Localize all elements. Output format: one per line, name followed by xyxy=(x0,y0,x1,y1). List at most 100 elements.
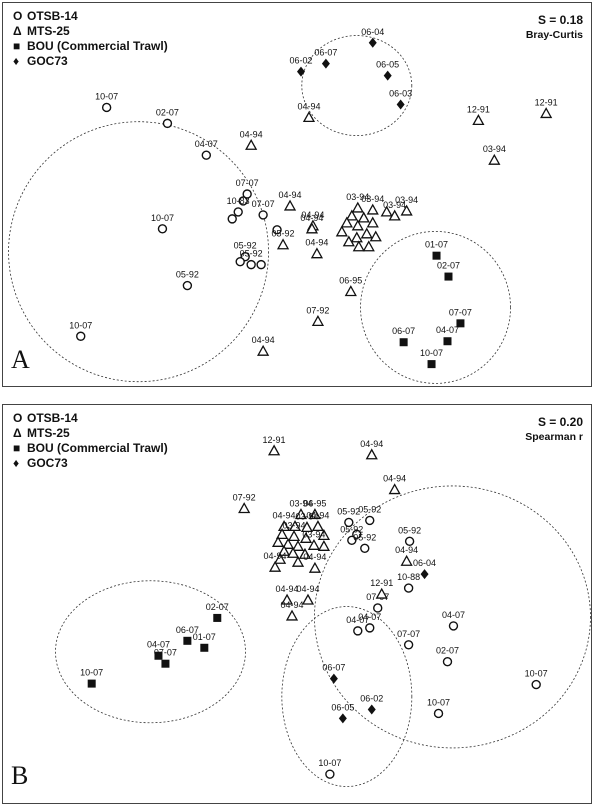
data-point-triangle xyxy=(351,219,364,231)
data-point-square xyxy=(161,659,170,668)
point-label: 06-03 xyxy=(389,88,412,98)
legend-label: OTSB-14 xyxy=(27,411,78,425)
point-label: 07-07 xyxy=(397,629,420,639)
data-point-circle xyxy=(272,225,282,235)
data-point-triangle xyxy=(380,205,393,217)
data-point-circle xyxy=(403,583,414,593)
data-point-triangle xyxy=(345,209,358,221)
data-point-triangle xyxy=(310,247,324,259)
point-label: 10-07 xyxy=(420,348,443,358)
data-point-square xyxy=(183,636,192,645)
point-label: 04-94 xyxy=(279,190,302,200)
point-label: 03-94 xyxy=(282,520,305,530)
data-point-triangle xyxy=(351,201,364,213)
data-point-triangle xyxy=(369,230,382,242)
data-point-square xyxy=(427,360,436,369)
point-label: 04-94 xyxy=(360,439,383,449)
data-point-triangle xyxy=(375,587,388,599)
data-point-triangle xyxy=(335,225,348,237)
data-point-triangle xyxy=(271,535,285,547)
point-label: 04-94 xyxy=(296,584,319,594)
legend-label: MTS-25 xyxy=(27,426,70,440)
data-point-diamond xyxy=(329,673,338,684)
data-point-diamond xyxy=(338,713,347,724)
circle-marker-icon: O xyxy=(13,411,23,425)
point-label: 07-92 xyxy=(306,305,329,315)
point-label: 06-95 xyxy=(339,275,362,285)
data-point-triangle xyxy=(400,554,413,566)
data-point-triangle xyxy=(357,211,370,223)
point-label: 05-92 xyxy=(337,506,360,516)
point-label: 03-94 xyxy=(302,529,325,539)
point-label: 07-07 xyxy=(236,178,259,188)
data-point-circle xyxy=(246,259,256,270)
data-point-circle xyxy=(344,517,354,528)
data-point-circle xyxy=(347,535,357,546)
data-point-square xyxy=(399,338,408,347)
data-point-circle xyxy=(238,196,248,206)
data-point-square xyxy=(443,337,452,346)
point-label: 12-91 xyxy=(467,104,490,114)
point-label: 05-92 xyxy=(240,249,263,259)
data-point-triangle xyxy=(285,609,299,621)
stress-info-a: S = 0.18 Bray-Curtis xyxy=(526,13,583,42)
data-point-triangle xyxy=(365,448,378,460)
point-label: 02-07 xyxy=(436,646,459,656)
data-point-triangle xyxy=(472,114,485,126)
data-point-triangle xyxy=(311,520,325,532)
data-point-triangle xyxy=(298,547,312,559)
data-point-triangle xyxy=(362,240,375,252)
data-point-circle xyxy=(157,224,168,234)
point-label: 05-92 xyxy=(340,524,363,534)
point-label: 05-92 xyxy=(353,532,376,542)
point-label: 02-07 xyxy=(206,602,229,612)
data-point-triangle xyxy=(317,539,331,551)
legend-label: GOC73 xyxy=(27,54,68,68)
data-point-triangle xyxy=(301,593,315,605)
data-point-triangle xyxy=(352,240,365,252)
data-point-circle xyxy=(258,210,268,220)
data-point-triangle xyxy=(307,538,321,550)
triangle-marker-icon: Δ xyxy=(13,426,22,440)
data-point-diamond xyxy=(368,37,377,48)
point-label: 03-94 xyxy=(383,200,406,210)
data-point-circle xyxy=(242,189,252,199)
point-label: 12-91 xyxy=(370,578,393,588)
legend-entry-mts: Δ MTS-25 xyxy=(13,426,168,441)
point-label: 04-94 xyxy=(281,600,304,610)
data-point-circle xyxy=(403,640,414,650)
data-point-triangle xyxy=(277,520,291,532)
data-point-triangle xyxy=(257,344,270,356)
point-label: 04-94 xyxy=(297,101,320,111)
data-point-circle xyxy=(256,259,266,270)
point-label: 06-05 xyxy=(331,702,354,712)
data-point-circle xyxy=(442,657,453,667)
legend-entry-goc: ♦ GOC73 xyxy=(13,456,168,471)
legend-label: MTS-25 xyxy=(27,24,70,38)
data-point-triangle xyxy=(344,285,357,297)
point-label: 10-07 xyxy=(80,668,103,678)
data-point-triangle xyxy=(294,508,308,520)
point-label: 03-94 xyxy=(295,511,318,521)
data-point-triangle xyxy=(388,209,401,221)
point-label: 04-07 xyxy=(358,612,381,622)
point-label: 04-94 xyxy=(303,552,326,562)
panel-b: 05-9205-9205-9205-9205-9210-8807-0704-07… xyxy=(2,404,592,804)
point-label: 04-94 xyxy=(395,545,418,555)
data-point-triangle xyxy=(400,204,413,216)
point-label: 03-94 xyxy=(361,194,384,204)
point-label: 04-94 xyxy=(240,129,263,139)
point-label: 04-94 xyxy=(273,510,296,520)
cluster-ellipse xyxy=(314,485,591,749)
point-label: 03-94 xyxy=(483,144,506,154)
panel-label-a: A xyxy=(11,345,30,374)
data-point-triangle xyxy=(366,203,379,215)
data-point-square xyxy=(200,643,209,652)
point-label: 05-92 xyxy=(176,270,199,280)
data-point-circle xyxy=(325,769,335,779)
point-label: 04-94 xyxy=(383,474,406,484)
circle-marker-icon: O xyxy=(13,9,23,23)
point-label: 06-04 xyxy=(361,27,384,37)
stress-value: S = 0.20 xyxy=(537,415,583,429)
point-label: 07-07 xyxy=(252,199,275,209)
